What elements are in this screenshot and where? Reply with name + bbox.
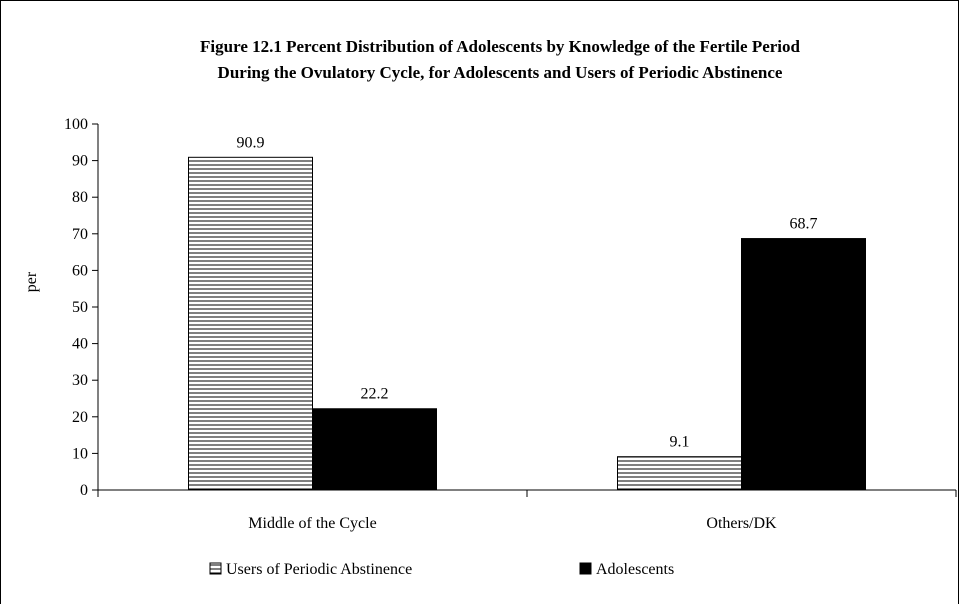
chart-title: Figure 12.1 Percent Distribution of Adol… <box>200 37 801 56</box>
data-label: 90.9 <box>237 134 265 151</box>
y-tick-label: 40 <box>72 336 88 353</box>
y-tick-label: 80 <box>72 189 88 206</box>
bar-users-periodic-abstinence <box>617 456 742 491</box>
chart-subtitle: During the Ovulatory Cycle, for Adolesce… <box>218 63 783 82</box>
x-tick-label: Others/DK <box>706 515 777 532</box>
y-tick-label: 10 <box>72 445 88 462</box>
y-tick-label: 70 <box>72 226 88 243</box>
x-tick-label: Middle of the Cycle <box>248 515 376 532</box>
legend-swatch <box>579 562 592 575</box>
bar-users-periodic-abstinence <box>188 156 313 491</box>
legend-label: Users of Periodic Abstinence <box>226 561 412 578</box>
y-tick-label: 60 <box>72 262 88 279</box>
data-label: 68.7 <box>790 216 818 233</box>
x-axis: Middle of the Cycle Others/DK <box>97 489 957 532</box>
bar-adolescents <box>741 238 866 491</box>
bar-adolescents <box>312 408 437 491</box>
bars: 90.9 22.2 9.1 68.7 <box>188 134 866 491</box>
y-axis-label: per <box>23 271 40 292</box>
legend-swatch <box>209 562 222 575</box>
y-axis: 0 10 20 30 40 50 60 70 80 90 100 <box>64 116 99 499</box>
data-label: 9.1 <box>670 434 690 451</box>
data-label: 22.2 <box>361 386 389 403</box>
legend: Users of Periodic Abstinence Adolescents <box>209 561 674 578</box>
y-tick-label: 50 <box>72 299 88 316</box>
y-tick-label: 0 <box>80 482 88 499</box>
y-tick-label: 30 <box>72 372 88 389</box>
y-tick-label: 20 <box>72 409 88 426</box>
y-tick-label: 100 <box>64 116 88 133</box>
legend-label: Adolescents <box>596 561 674 578</box>
y-tick-label: 90 <box>72 153 88 170</box>
